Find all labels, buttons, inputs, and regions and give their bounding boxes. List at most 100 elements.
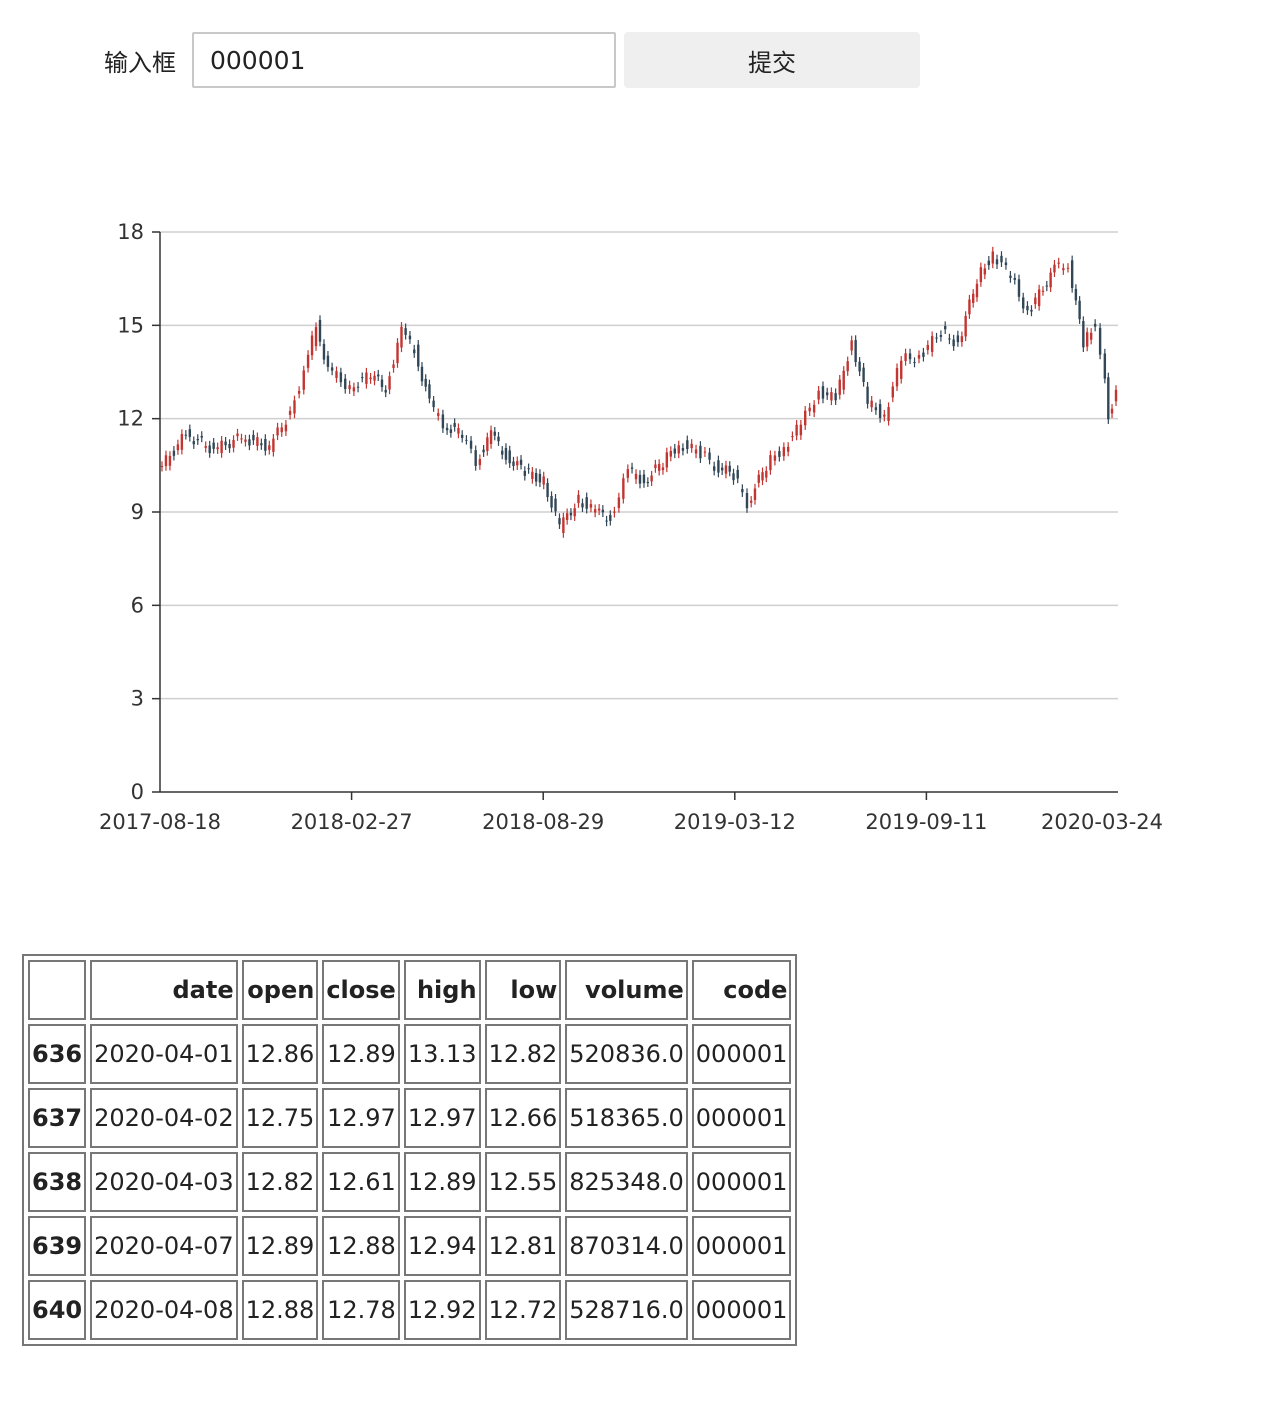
candle-body	[1013, 277, 1016, 280]
cell-close: 12.97	[322, 1088, 400, 1148]
candle-body	[272, 438, 275, 452]
candle-body	[817, 390, 820, 400]
cell-close: 12.61	[322, 1152, 400, 1212]
cell-volume: 518365.0	[565, 1088, 688, 1148]
candle-body	[216, 447, 219, 450]
candle-body	[252, 434, 255, 441]
candle-body	[581, 503, 584, 508]
y-tick-label: 12	[117, 407, 144, 431]
candle-body	[887, 407, 890, 421]
stock-data-table: date open close high low volume code 636 2020-0…	[22, 954, 798, 1346]
candle-body	[782, 447, 786, 457]
candle-body	[164, 455, 168, 467]
candle-body	[708, 452, 711, 460]
row-index: 639	[28, 1216, 87, 1276]
candle-body	[795, 424, 798, 436]
candle-body	[825, 392, 829, 396]
x-tick-label: 2019-09-11	[865, 810, 987, 834]
candle-body	[1034, 297, 1037, 305]
candle-body	[1078, 300, 1081, 320]
candle-body	[453, 423, 456, 427]
candle-body	[646, 481, 650, 483]
candle-body	[617, 497, 621, 509]
candle-body	[987, 260, 991, 266]
candle-body	[1004, 262, 1008, 266]
candle-body	[445, 427, 449, 431]
candle-body	[956, 335, 960, 343]
candle-body	[712, 466, 716, 471]
candle-body	[741, 488, 744, 493]
input-label: 输入框	[104, 48, 176, 77]
cell-date: 2020-04-07	[90, 1216, 238, 1276]
candle-body	[437, 413, 440, 416]
candle-body	[654, 464, 657, 469]
candle-body	[310, 335, 314, 356]
column-header-low: low	[484, 960, 562, 1020]
cell-close: 12.88	[322, 1216, 400, 1276]
candle-body	[392, 364, 395, 369]
candle-body	[569, 512, 573, 516]
candle-body	[773, 455, 777, 461]
candle-body	[531, 471, 534, 479]
candle-body	[1107, 377, 1110, 420]
candle-body	[184, 434, 188, 436]
candle-body	[964, 315, 967, 337]
candle-body	[428, 384, 431, 399]
candle-body	[908, 353, 912, 360]
candle-body	[804, 410, 807, 426]
candle-body	[626, 469, 630, 478]
candle-body	[1098, 327, 1102, 355]
column-header-high: high	[403, 960, 481, 1020]
candle-body	[493, 431, 496, 436]
candle-body	[1085, 332, 1089, 347]
cell-open: 12.82	[241, 1152, 319, 1212]
stock-code-input[interactable]	[192, 32, 616, 88]
submit-button[interactable]: 提交	[624, 32, 920, 88]
candle-body	[935, 337, 938, 339]
cell-code: 000001	[691, 1088, 792, 1148]
candle-body	[922, 352, 925, 357]
table-row: 638 2020-04-03 12.82 12.61 12.89 12.55 825348.…	[28, 1152, 792, 1212]
candle-body	[400, 326, 403, 348]
candle-body	[862, 367, 865, 382]
candle-body	[913, 362, 916, 364]
column-header-date: date	[90, 960, 238, 1020]
candle-body	[284, 424, 288, 432]
candle-body	[866, 386, 869, 404]
candle-body	[991, 251, 994, 264]
cell-volume: 528716.0	[565, 1280, 688, 1340]
candle-body	[605, 520, 608, 522]
candle-body	[808, 407, 811, 412]
candle-body	[369, 377, 372, 380]
candle-body	[465, 439, 468, 441]
candle-body	[441, 414, 445, 429]
cell-open: 12.88	[241, 1280, 319, 1340]
candle-body	[280, 427, 283, 433]
candle-body	[812, 404, 816, 413]
column-header-close: close	[322, 960, 400, 1020]
y-tick-label: 6	[131, 593, 144, 617]
candle-body	[1030, 309, 1033, 312]
candle-body	[482, 449, 485, 453]
candle-body	[690, 443, 693, 449]
candle-body	[597, 508, 601, 511]
candle-body	[344, 378, 347, 389]
candle-body	[1053, 264, 1056, 273]
index-header	[28, 960, 87, 1020]
candle-body	[1022, 297, 1025, 309]
cell-code: 000001	[691, 1216, 792, 1276]
cell-open: 12.89	[241, 1216, 319, 1276]
candle-body	[972, 293, 975, 303]
candle-body	[926, 344, 929, 350]
candle-body	[657, 463, 661, 471]
candle-body	[681, 447, 685, 451]
cell-code: 000001	[691, 1152, 792, 1212]
candle-body	[172, 450, 176, 456]
column-header-volume: volume	[565, 960, 688, 1020]
candle-body	[339, 372, 343, 383]
candle-body	[508, 450, 511, 464]
candle-body	[297, 390, 301, 394]
candle-body	[264, 438, 267, 451]
candle-body	[432, 400, 435, 408]
x-tick-label: 2020-03-24	[1041, 810, 1163, 834]
